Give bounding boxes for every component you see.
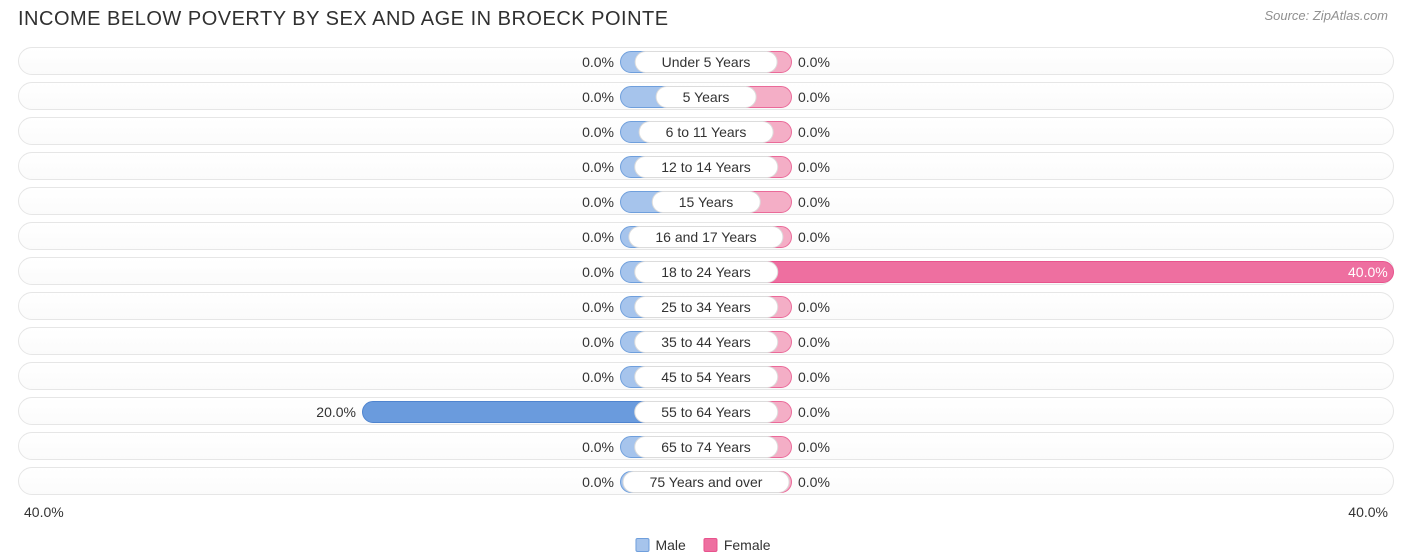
legend-item-male: Male (635, 537, 685, 553)
diverging-bar-chart: 0.0%0.0%Under 5 Years0.0%0.0%5 Years0.0%… (18, 47, 1394, 495)
category-label: 12 to 14 Years (634, 156, 778, 178)
category-label: 55 to 64 Years (634, 401, 778, 423)
chart-row: 0.0% 0.0% Under 5 Years (18, 47, 1394, 75)
value-label-male: 0.0% (582, 83, 614, 111)
chart-row: 0.0% 0.0% 16 and 17 Years (18, 222, 1394, 250)
value-label-male: 0.0% (582, 188, 614, 216)
value-label-female: 0.0% (798, 48, 830, 76)
category-label: 18 to 24 Years (634, 261, 778, 283)
value-label-female: 0.0% (798, 363, 830, 391)
category-label: 15 Years (652, 191, 761, 213)
value-label-female: 40.0% (1338, 258, 1398, 286)
value-label-male: 0.0% (582, 468, 614, 496)
category-label: 16 and 17 Years (628, 226, 783, 248)
category-label: 65 to 74 Years (634, 436, 778, 458)
chart-row: 0.0% 0.0% 15 Years (18, 187, 1394, 215)
category-label: 35 to 44 Years (634, 331, 778, 353)
value-label-female: 0.0% (798, 433, 830, 461)
category-label: 6 to 11 Years (639, 121, 774, 143)
bar-female (706, 261, 1394, 283)
value-label-female: 0.0% (798, 153, 830, 181)
legend-label-male: Male (655, 537, 685, 553)
chart-row: 0.0%40.0%18 to 24 Years (18, 257, 1394, 285)
category-label: 45 to 54 Years (634, 366, 778, 388)
category-label: 25 to 34 Years (634, 296, 778, 318)
value-label-male: 20.0% (316, 398, 356, 426)
legend-swatch-female (704, 538, 718, 552)
source-attribution: Source: ZipAtlas.com (1264, 8, 1394, 23)
chart-row: 0.0% 0.0% 25 to 34 Years (18, 292, 1394, 320)
value-label-male: 0.0% (582, 223, 614, 251)
legend-item-female: Female (704, 537, 771, 553)
value-label-female: 0.0% (798, 188, 830, 216)
chart-row: 0.0% 0.0% 35 to 44 Years (18, 327, 1394, 355)
header: INCOME BELOW POVERTY BY SEX AND AGE IN B… (18, 8, 1394, 31)
category-label: Under 5 Years (635, 51, 778, 73)
legend-label-female: Female (724, 537, 771, 553)
value-label-female: 0.0% (798, 223, 830, 251)
category-label: 5 Years (656, 86, 757, 108)
legend-swatch-male (635, 538, 649, 552)
category-label: 75 Years and over (623, 471, 790, 493)
value-label-male: 0.0% (582, 258, 614, 286)
value-label-male: 0.0% (582, 118, 614, 146)
value-label-male: 0.0% (582, 293, 614, 321)
chart-container: INCOME BELOW POVERTY BY SEX AND AGE IN B… (0, 0, 1406, 559)
chart-row: 0.0% 0.0% 45 to 54 Years (18, 362, 1394, 390)
value-label-female: 0.0% (798, 468, 830, 496)
axis-label-left: 40.0% (24, 504, 64, 520)
chart-row: 0.0% 0.0% 12 to 14 Years (18, 152, 1394, 180)
value-label-female: 0.0% (798, 293, 830, 321)
chart-row: 20.0% 0.0% 55 to 64 Years (18, 397, 1394, 425)
value-label-female: 0.0% (798, 398, 830, 426)
value-label-male: 0.0% (582, 153, 614, 181)
value-label-female: 0.0% (798, 328, 830, 356)
value-label-male: 0.0% (582, 363, 614, 391)
value-label-male: 0.0% (582, 48, 614, 76)
chart-row: 0.0% 0.0% 75 Years and over (18, 467, 1394, 495)
value-label-male: 0.0% (582, 328, 614, 356)
x-axis: 40.0% 40.0% (18, 502, 1394, 520)
chart-row: 0.0% 0.0% 6 to 11 Years (18, 117, 1394, 145)
value-label-female: 0.0% (798, 118, 830, 146)
chart-row: 0.0% 0.0% 5 Years (18, 82, 1394, 110)
value-label-female: 0.0% (798, 83, 830, 111)
chart-title: INCOME BELOW POVERTY BY SEX AND AGE IN B… (18, 8, 669, 31)
axis-label-right: 40.0% (1348, 504, 1388, 520)
legend: Male Female (635, 537, 770, 553)
chart-row: 0.0% 0.0% 65 to 74 Years (18, 432, 1394, 460)
value-label-male: 0.0% (582, 433, 614, 461)
